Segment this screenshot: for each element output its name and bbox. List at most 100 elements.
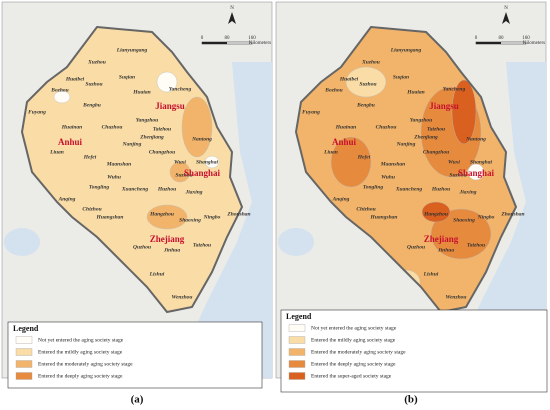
city-label: Changzhou [149,149,175,155]
region [146,204,188,230]
city-label: Yangzhou [136,117,158,123]
city-label: Nantong [465,136,486,142]
region [169,161,191,183]
legend-label: Entered the mildly aging society stage [311,337,396,343]
scale-label: 0 [475,36,478,41]
scale-unit: Kilometers [523,41,545,46]
scale-unit: Kilometers [249,41,271,46]
map-panel: Lianyungang Xuzhou Suqian Huaibei Bozhou Suzh… [1,1,273,379]
city-label: Shanghai [470,159,492,165]
city-label: Fuyang [302,109,320,115]
city-label: Anqing [332,196,350,202]
city-label: Tongling [89,184,110,190]
city-label: Huangshan [370,214,398,220]
legend-swatch [15,372,33,380]
city-label: Yancheng [443,86,466,92]
panel-caption: (a) [131,394,144,406]
city-label: Tongling [363,184,384,190]
city-label: Yancheng [169,86,192,92]
north-label: N [230,6,234,11]
legend-label: Entered the moderately aging society sta… [38,361,133,367]
city-label: Fuyang [28,109,46,115]
city-label: Maanshan [380,161,405,167]
province-label: Anhui [58,137,83,147]
province-label: Anhui [332,137,357,147]
city-label: Suzhou [449,172,466,178]
city-label: Chizhou [82,206,101,212]
city-label: Suzhou [175,172,192,178]
city-label: Xuzhou [361,59,380,65]
city-label: Shaoxing [453,217,475,223]
scale-label: 0 [201,36,204,41]
region [345,66,387,98]
legend-title: Legend [286,312,312,321]
region [330,136,372,188]
province-label: Shanghai [458,168,495,178]
city-label: Lishui [149,271,165,277]
legend-label: Entered the deeply aging society stage [38,373,123,379]
city-label: Ningbo [203,214,221,220]
city-label: Hangzhou [423,211,448,217]
city-label: Bozhou [50,87,68,93]
city-label: Nantong [191,136,212,142]
lake [4,228,40,256]
legend-box [280,309,548,393]
city-label: Anqing [58,196,76,202]
city-label: Quzhou [407,244,425,250]
legend-label: Entered the moderately aging society sta… [311,349,406,355]
city-label: Liuan [49,149,64,155]
city-label: Jiaxing [458,189,476,195]
city-label: Hefei [83,154,97,160]
region [421,201,451,223]
city-label: Suzhou [85,81,102,87]
legend-swatch [288,336,306,344]
city-label: Wuxi [448,159,460,165]
city-label: Shanghai [196,159,218,165]
city-label: Maanshan [106,161,131,167]
city-label: Quzhou [133,244,151,250]
legend-swatch [15,348,33,356]
city-label: Suqian [119,74,135,80]
city-label: Xuzhou [87,59,106,65]
province-label: Zhejiang [424,234,459,244]
city-label: Wuxi [174,159,186,165]
city-label: Liuan [323,149,338,155]
city-label: Bengbu [82,102,101,108]
city-label: Lianyungang [390,47,422,53]
city-label: Taizhou [467,242,485,248]
legend-swatch [15,336,33,344]
city-label: Suqian [393,74,409,80]
north-arrow [502,12,510,24]
city-label: Nanjing [122,141,142,147]
city-label: Chuzhou [102,124,123,130]
legend-swatch [288,348,306,356]
city-label: Jinhua [163,247,180,253]
city-label: Xuancheng [121,186,149,192]
legend-label: Entered the super-aged society stage [311,373,392,379]
city-label: Jinhua [437,247,454,253]
region [467,163,485,181]
city-label: Shaoxing [179,217,201,223]
province-label: Jiangsu [155,101,185,111]
city-label: Huaibei [339,76,359,82]
city-label: Changzhou [423,149,449,155]
city-label: Huzhou [431,186,450,192]
city-label: Jiaxing [184,189,202,195]
city-label: Wenzhou [172,294,193,300]
sea [446,62,546,378]
region [156,71,178,93]
city-label: Zhenjiang [139,134,164,140]
province-label: Jiangsu [429,101,459,111]
north-label: N [504,6,508,11]
city-label: Chuzhou [376,124,397,130]
scale-label: 160 [522,36,530,41]
north-arrow [228,12,236,24]
legend: Legend Not yet entered the aging society … [280,309,548,393]
region [181,96,213,158]
legend-swatch [288,324,306,332]
city-label: Taizhou [193,242,211,248]
sea [172,62,272,378]
city-label: Chizhou [356,206,375,212]
scale-label: 80 [225,36,231,41]
city-label: Taizhou [153,126,171,132]
